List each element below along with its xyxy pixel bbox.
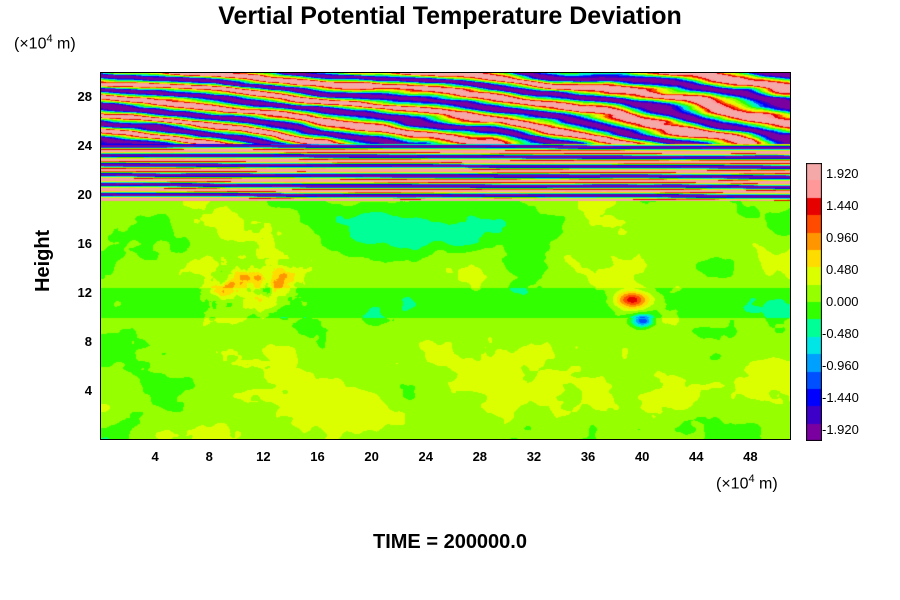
x-tick-label: 8 xyxy=(205,449,213,464)
x-tick-label: 24 xyxy=(418,449,433,464)
y-tick-label: 12 xyxy=(77,285,92,301)
x-tick-label: 4 xyxy=(151,449,159,464)
y-tick-label: 8 xyxy=(84,334,92,350)
colorbar-tick-label: 0.480 xyxy=(826,261,859,277)
x-tick-label: 20 xyxy=(364,449,379,464)
colorbar-tick-label: -1.920 xyxy=(822,422,859,438)
x-tick-label: 44 xyxy=(689,449,704,464)
y-tick-label: 24 xyxy=(77,138,92,154)
colorbar-tick-label: 0.960 xyxy=(826,229,859,245)
colorbar-tick-label: -0.480 xyxy=(822,326,859,342)
colorbar-tick-label: -1.440 xyxy=(822,390,859,406)
y-tick-label: 20 xyxy=(77,187,92,203)
colorbar-tick-label: 1.440 xyxy=(826,197,859,213)
y-axis-label-wrap: Height xyxy=(32,230,54,293)
colorbar-tick-label: 0.000 xyxy=(826,294,859,309)
x-tick-label: 36 xyxy=(580,449,596,464)
colorbar-tick-label: 1.920 xyxy=(826,165,859,181)
x-tick-label: 16 xyxy=(310,449,325,464)
colorbar xyxy=(806,163,822,441)
x-axis-unit: (×104 m) xyxy=(716,473,778,493)
y-axis-label: Height xyxy=(32,229,54,292)
y-tick-label: 28 xyxy=(77,89,92,105)
y-axis-unit: (×104 m) xyxy=(14,33,76,53)
x-tick-label: 28 xyxy=(472,449,488,464)
time-label: TIME = 200000.0 xyxy=(373,531,527,553)
heatmap-field xyxy=(101,73,791,440)
y-tick-label: 4 xyxy=(84,383,92,399)
chart-title: Vertial Potential Temperature Deviation xyxy=(218,2,682,30)
x-tick-label: 32 xyxy=(526,449,542,464)
x-tick-label: 48 xyxy=(743,449,758,464)
x-tick-label: 12 xyxy=(256,449,271,464)
x-tick-label: 40 xyxy=(634,449,650,464)
colorbar-tick-label: -0.960 xyxy=(822,358,859,374)
y-tick-label: 16 xyxy=(77,236,92,252)
